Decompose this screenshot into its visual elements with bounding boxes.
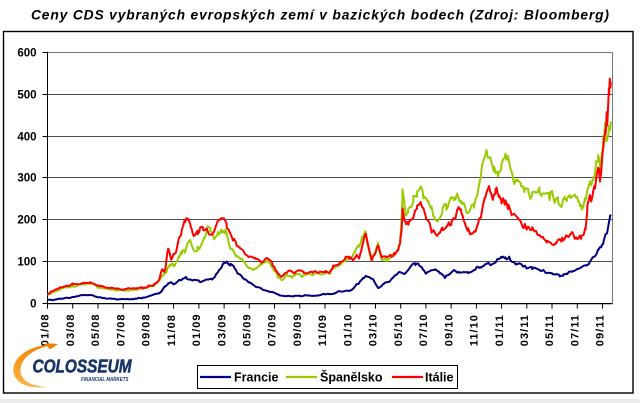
svg-text:01/08: 01/08: [40, 313, 52, 346]
svg-text:09/09: 09/09: [292, 313, 304, 346]
svg-text:Ceny CDS vybraných evropských: Ceny CDS vybraných evropských zemí v baz…: [31, 8, 609, 23]
svg-text:200: 200: [17, 215, 36, 227]
svg-text:Francie: Francie: [234, 371, 279, 385]
svg-text:03/11: 03/11: [519, 314, 531, 346]
svg-text:07/08: 07/08: [115, 313, 127, 346]
svg-text:09/10: 09/10: [443, 313, 455, 346]
svg-text:03/09: 03/09: [216, 313, 228, 346]
svg-text:11/08: 11/08: [166, 314, 178, 346]
svg-text:05/11: 05/11: [544, 314, 556, 346]
svg-text:Španělsko: Španělsko: [320, 370, 383, 385]
svg-text:300: 300: [17, 173, 36, 185]
svg-text:11/10: 11/10: [469, 314, 481, 346]
svg-text:01/10: 01/10: [342, 313, 354, 346]
svg-text:400: 400: [17, 132, 36, 144]
svg-text:COLOSSEUM: COLOSSEUM: [33, 357, 133, 377]
svg-text:07/10: 07/10: [418, 313, 430, 346]
svg-text:03/10: 03/10: [368, 313, 380, 346]
svg-text:05/08: 05/08: [90, 313, 102, 346]
svg-text:01/09: 01/09: [191, 313, 203, 346]
svg-text:600: 600: [17, 48, 36, 60]
svg-text:03/08: 03/08: [65, 313, 77, 346]
svg-text:FINANCIAL MARKETS: FINANCIAL MARKETS: [81, 377, 129, 383]
svg-text:500: 500: [17, 90, 36, 102]
svg-text:07/09: 07/09: [267, 313, 279, 346]
svg-text:0: 0: [30, 299, 36, 311]
svg-text:05/09: 05/09: [242, 313, 254, 346]
svg-text:07/11: 07/11: [570, 314, 582, 346]
svg-text:Itálie: Itálie: [425, 371, 454, 385]
svg-text:100: 100: [17, 257, 36, 269]
svg-text:01/11: 01/11: [494, 314, 506, 346]
svg-text:05/10: 05/10: [393, 313, 405, 346]
svg-text:11/09: 11/09: [317, 314, 329, 346]
svg-text:09/11: 09/11: [595, 314, 607, 346]
svg-text:09/08: 09/08: [141, 313, 153, 346]
